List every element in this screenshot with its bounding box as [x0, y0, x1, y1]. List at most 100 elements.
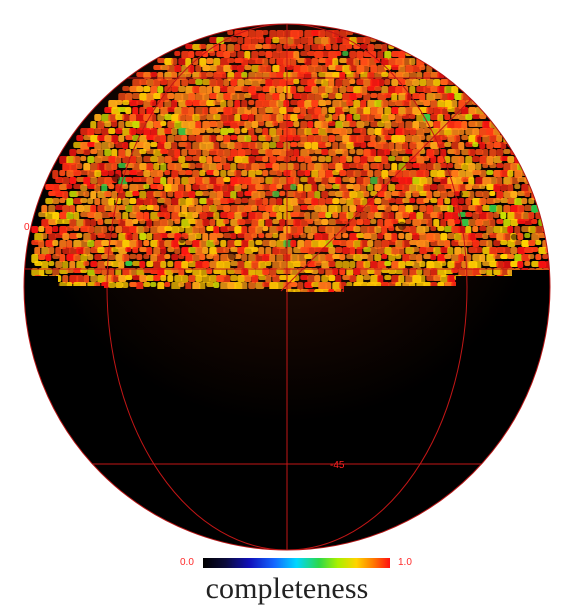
survey-tile [237, 205, 246, 213]
survey-tile [97, 121, 105, 129]
survey-tile [76, 163, 83, 169]
survey-tile [132, 219, 139, 224]
survey-tile [167, 135, 175, 143]
survey-tile [244, 93, 252, 98]
survey-tile [423, 240, 430, 248]
survey-tile [507, 240, 516, 247]
survey-tile [307, 149, 315, 154]
survey-tile [101, 240, 110, 246]
survey-tile [195, 79, 203, 85]
survey-tile [139, 233, 147, 240]
survey-tile [220, 212, 229, 218]
survey-tile [118, 163, 127, 168]
survey-tile [230, 233, 237, 239]
survey-tile [199, 114, 207, 120]
survey-tile [328, 93, 336, 99]
survey-tile [342, 51, 349, 56]
survey-tile [90, 121, 97, 129]
survey-tile [479, 226, 487, 231]
survey-tile [66, 226, 74, 231]
survey-tile [230, 65, 239, 70]
survey-tile [346, 44, 353, 49]
survey-tile [223, 275, 231, 283]
survey-tile [489, 205, 498, 212]
survey-tile [531, 233, 540, 241]
survey-tile [269, 58, 276, 64]
survey-tile [269, 142, 277, 148]
survey-tile [111, 247, 120, 252]
survey-tile [192, 212, 199, 218]
survey-tile [472, 142, 479, 147]
survey-tile [402, 240, 411, 248]
survey-tile [132, 191, 140, 196]
survey-tile [192, 128, 201, 135]
survey-tile [139, 261, 146, 268]
colorbar-gradient [203, 558, 390, 568]
survey-tile [143, 254, 150, 259]
survey-tile [349, 177, 356, 183]
survey-tile [272, 65, 281, 72]
survey-tile [314, 149, 323, 154]
survey-tile [293, 149, 300, 157]
survey-tile [307, 37, 314, 45]
survey-tile [304, 156, 313, 163]
survey-tile [241, 156, 250, 164]
survey-tile [122, 282, 129, 288]
survey-tile [146, 79, 155, 86]
survey-tile [335, 275, 342, 283]
survey-tile [377, 121, 385, 127]
survey-tile [45, 226, 53, 234]
survey-tile [342, 121, 351, 127]
survey-tile [507, 254, 515, 259]
survey-tile [118, 275, 127, 282]
survey-tile [55, 261, 63, 268]
survey-tile [398, 275, 405, 283]
survey-tile [265, 261, 272, 266]
survey-tile [363, 121, 370, 126]
survey-tile [349, 65, 357, 71]
survey-tile [269, 156, 277, 163]
survey-tile [440, 219, 447, 227]
survey-tile [297, 44, 304, 49]
survey-tile [311, 86, 319, 94]
survey-tile [272, 121, 279, 126]
survey-tile [377, 163, 384, 170]
survey-tile [55, 177, 64, 183]
survey-tile [241, 170, 248, 176]
survey-tile [321, 191, 329, 198]
survey-tile [458, 128, 465, 135]
survey-tile [223, 191, 232, 197]
survey-tile [447, 233, 456, 239]
survey-tile [300, 51, 309, 56]
survey-tile [486, 212, 494, 220]
survey-tile [66, 212, 74, 220]
survey-tile [489, 135, 498, 142]
survey-tile [262, 226, 269, 231]
coverage-gap [374, 135, 382, 143]
survey-tile [367, 240, 374, 247]
survey-tile [409, 170, 418, 178]
survey-tile [118, 205, 127, 210]
survey-tile [248, 44, 257, 50]
survey-tile [216, 135, 224, 141]
survey-tile [297, 156, 305, 162]
survey-tile [122, 86, 130, 91]
survey-tile [328, 121, 336, 126]
survey-tile [412, 233, 420, 240]
survey-tile [108, 282, 116, 288]
survey-tile [454, 163, 463, 169]
survey-tile [83, 275, 90, 283]
survey-tile [479, 184, 486, 189]
survey-tile [409, 86, 416, 94]
survey-tile [132, 107, 139, 115]
survey-tile [549, 268, 550, 274]
survey-tile [209, 65, 218, 71]
survey-tile [192, 198, 199, 205]
survey-tile [178, 282, 185, 287]
survey-tile [510, 261, 519, 267]
survey-tile [171, 254, 179, 260]
survey-tile [353, 58, 360, 66]
survey-tile [45, 254, 52, 261]
survey-tile [188, 135, 196, 141]
